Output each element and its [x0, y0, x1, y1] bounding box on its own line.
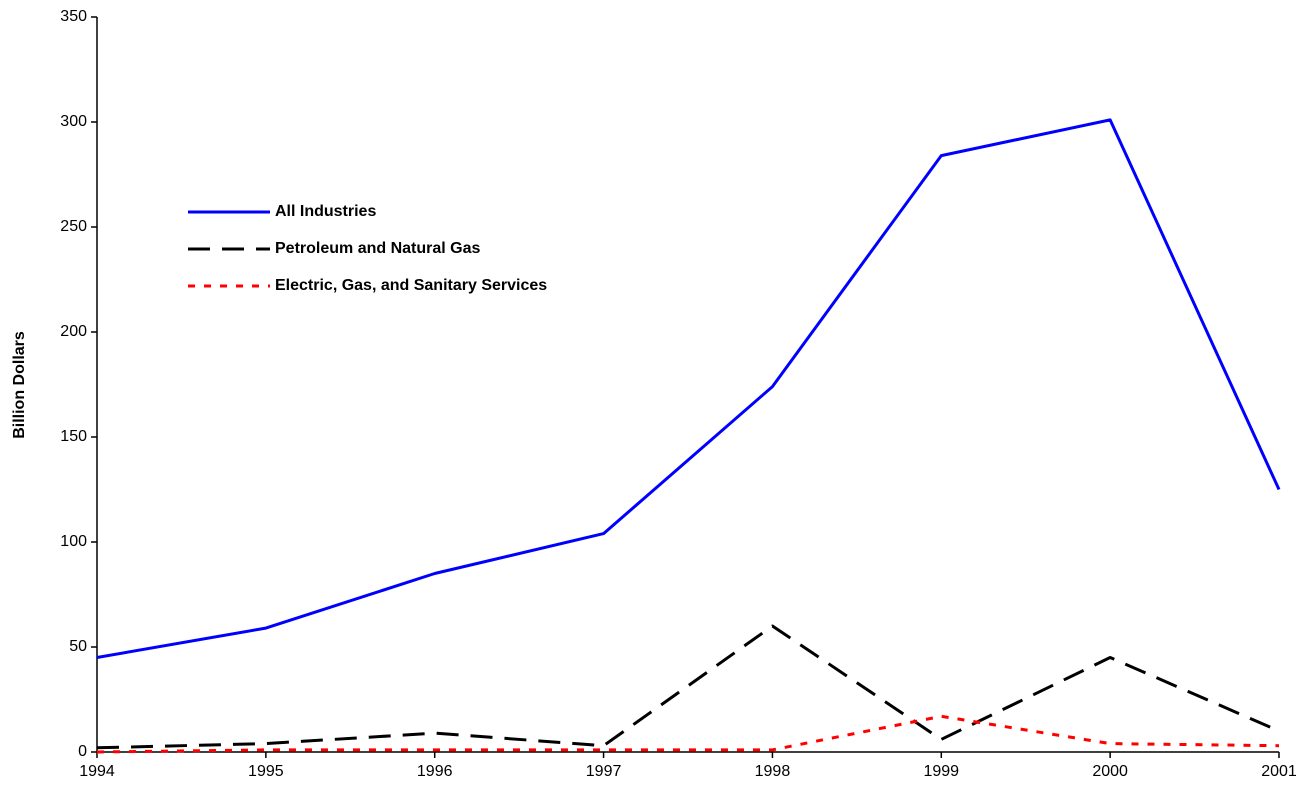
x-tick-label: 1994	[79, 763, 115, 780]
y-tick-label: 250	[60, 218, 87, 235]
legend-label: Electric, Gas, and Sanitary Services	[275, 277, 547, 294]
y-tick-label: 150	[60, 428, 87, 445]
y-tick-label: 100	[60, 533, 87, 550]
y-tick-label: 350	[60, 8, 87, 25]
x-tick-label: 1998	[755, 763, 791, 780]
y-tick-label: 200	[60, 323, 87, 340]
y-tick-label: 300	[60, 113, 87, 130]
y-tick-label: 0	[78, 743, 87, 760]
x-tick-label: 1996	[417, 763, 453, 780]
series-line	[96, 118, 1281, 659]
x-tick-label: 1999	[923, 763, 959, 780]
y-axis-label: Billion Dollars	[11, 331, 28, 439]
legend-label: Petroleum and Natural Gas	[275, 240, 480, 257]
x-tick-label: 1995	[248, 763, 284, 780]
x-tick-label: 2001	[1261, 763, 1297, 780]
series-line	[96, 714, 1280, 754]
series-line	[96, 624, 1280, 750]
x-tick-label: 1997	[586, 763, 622, 780]
legend-label: All Industries	[275, 203, 376, 220]
y-tick-label: 50	[69, 638, 87, 655]
x-tick-label: 2000	[1092, 763, 1128, 780]
